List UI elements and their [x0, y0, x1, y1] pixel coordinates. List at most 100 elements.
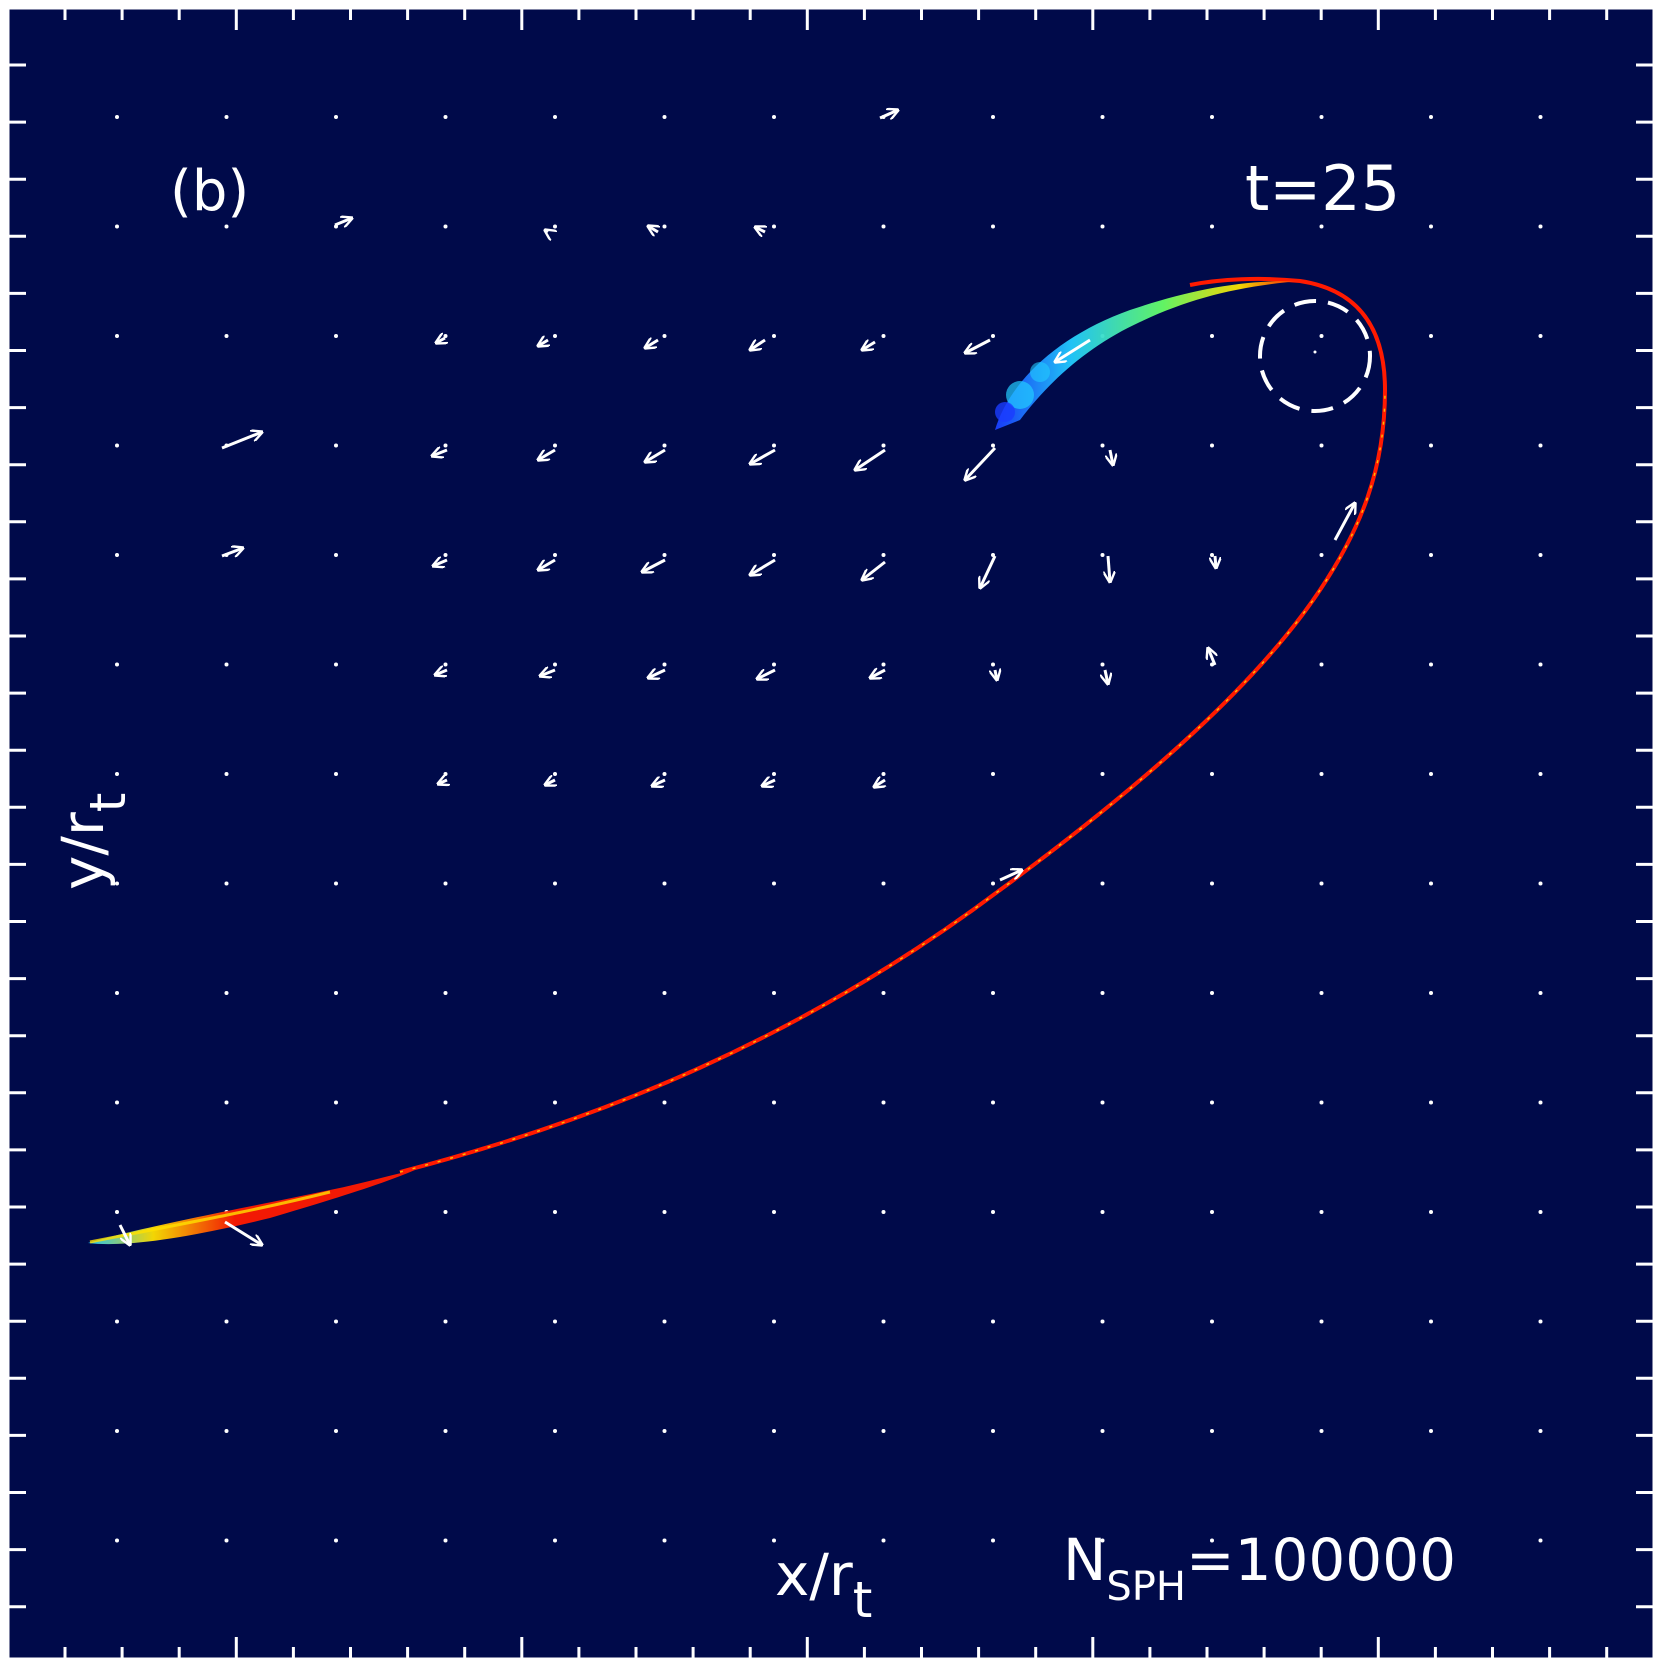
grid-dot [443, 115, 448, 119]
grid-dot [443, 772, 448, 776]
grid-dot [1210, 1429, 1214, 1433]
velocity-arrow [995, 670, 997, 680]
grid-dot [443, 1100, 448, 1105]
grid-dot [553, 1210, 557, 1214]
grid-dot [991, 443, 995, 448]
grid-dot [334, 1429, 338, 1433]
grid-dot [881, 224, 886, 229]
velocity-arrow [999, 870, 1022, 882]
center-dot [1313, 350, 1317, 354]
grid-dot [1210, 1538, 1214, 1543]
velocity-arrow [1110, 449, 1113, 465]
grid-dot [1538, 881, 1543, 886]
velocity-arrow [538, 340, 548, 346]
grid-dot [553, 443, 557, 448]
grid-dot [1319, 881, 1324, 886]
grid-dot [334, 1210, 338, 1214]
grid-dot [443, 662, 448, 667]
grid-dot [115, 553, 119, 557]
velocity-arrow [980, 555, 997, 588]
grid-dot [881, 334, 886, 338]
grid-dot [443, 224, 448, 229]
grid-dot [553, 334, 557, 338]
grid-dot [772, 881, 776, 886]
grid-dot [772, 443, 776, 448]
grid-dot [881, 1538, 886, 1543]
velocity-arrow [755, 227, 765, 232]
grid-dot [1538, 443, 1543, 448]
velocity-arrow [433, 560, 448, 566]
grid-dot [991, 1538, 995, 1543]
velocity-arrow [545, 230, 548, 232]
plot-background [8, 8, 1654, 1659]
grid-dot [1210, 1319, 1214, 1324]
velocity-arrow [118, 1224, 130, 1245]
grid-dot [1538, 991, 1543, 995]
velocity-arrow [1055, 338, 1091, 362]
velocity-arrow [965, 446, 997, 480]
grid-dot [772, 1210, 776, 1214]
grid-dot [881, 1210, 886, 1214]
grid-dot [881, 1429, 886, 1433]
grid-dot [334, 115, 338, 119]
velocity-arrow [750, 448, 776, 464]
grid-dot [1429, 115, 1433, 119]
grid-dot [1319, 772, 1324, 776]
grid-dot [991, 991, 995, 995]
velocity-arrow [762, 780, 776, 786]
y-axis-label: y/rt [49, 793, 137, 890]
grid-dot [1429, 1210, 1433, 1214]
grid-dot [115, 1210, 119, 1214]
grid-dot [115, 115, 119, 119]
grid-dot [115, 991, 119, 995]
grid-dot [334, 1538, 338, 1543]
velocity-arrow [862, 560, 886, 580]
grid-dot [662, 115, 667, 119]
grid-dot [1429, 1429, 1433, 1433]
grid-dot [115, 662, 119, 667]
grid-dot [991, 224, 995, 229]
grid-dot [1319, 1319, 1324, 1324]
velocity-arrow [855, 448, 886, 470]
velocity-arrow [648, 226, 658, 232]
grid-dot [224, 1100, 229, 1105]
grid-dot [334, 772, 338, 776]
grid-dot [115, 334, 119, 338]
velocity-arrow [645, 340, 659, 348]
velocity-arrows [118, 110, 1355, 1245]
grid-dot [1538, 772, 1543, 776]
grid-dot [881, 553, 886, 557]
grid-dot [224, 1538, 229, 1543]
grid-dot [553, 1538, 557, 1543]
y-axis-label-subscript: t [79, 793, 137, 813]
velocity-arrow [870, 670, 886, 678]
grid-dot [881, 772, 886, 776]
grid-dot [772, 553, 776, 557]
grid-dot [662, 662, 667, 667]
grid-dot [1210, 1210, 1214, 1214]
grid-dot [1429, 553, 1433, 557]
grid-dot [443, 1538, 448, 1543]
grid-dot [1429, 443, 1433, 448]
grid-dot [334, 334, 338, 338]
grid-dot [115, 1100, 119, 1105]
grid-dot [334, 991, 338, 995]
grid-dot [881, 991, 886, 995]
grid-dot [553, 1100, 557, 1105]
grid-dot [772, 224, 776, 229]
grid-dot [662, 1210, 667, 1214]
velocity-arrow [879, 110, 898, 118]
grid-dot [1210, 115, 1214, 119]
grid-dot [1100, 1538, 1105, 1543]
grid-dot [662, 1100, 667, 1105]
grid-dot [662, 1429, 667, 1433]
grid-dot [443, 991, 448, 995]
grid-dot [772, 115, 776, 119]
grid-dot [1210, 881, 1214, 886]
grid-dot [115, 443, 119, 448]
grid-dot [1210, 991, 1214, 995]
grid-dot [1100, 1100, 1105, 1105]
velocity-arrow [224, 1220, 262, 1245]
grid-dot [1100, 115, 1105, 119]
grid-dot [1319, 1210, 1324, 1214]
